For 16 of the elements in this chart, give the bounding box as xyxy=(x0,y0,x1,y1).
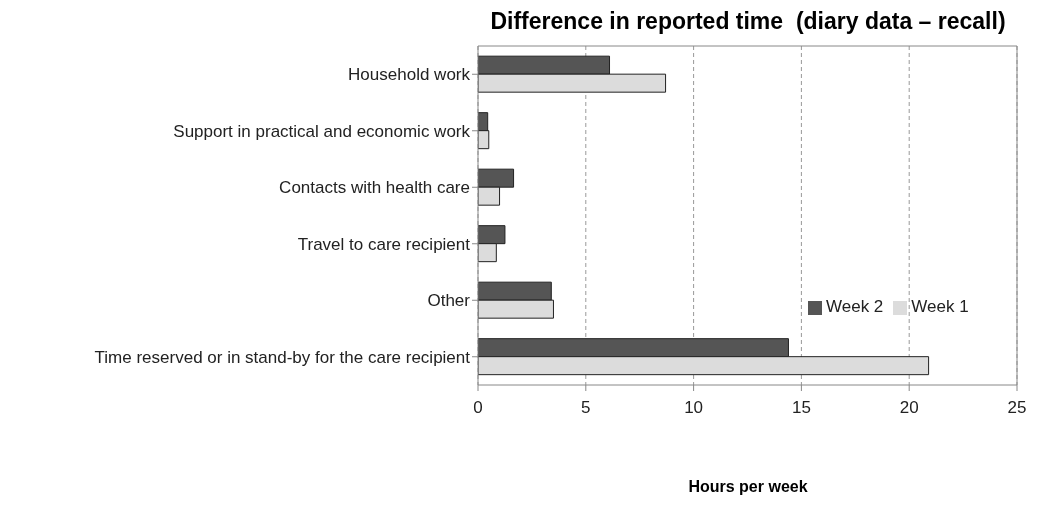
x-tick-label: 10 xyxy=(684,398,704,418)
y-tick-label: Time reserved or in stand-by for the care recipient xyxy=(94,347,471,367)
x-tick-label: 0 xyxy=(473,398,483,418)
legend-label: Week 1 xyxy=(911,297,969,316)
y-tick-label: Other xyxy=(427,291,471,311)
x-tick-label: 15 xyxy=(791,398,811,418)
y-tick-label: Household work xyxy=(348,65,471,85)
x-tick-label: 5 xyxy=(581,398,591,418)
x-tick-label: 25 xyxy=(1007,398,1027,418)
x-axis-title: Hours per week xyxy=(687,478,809,496)
y-tick-label: Travel to care recipient xyxy=(297,234,471,254)
x-tick-label: 20 xyxy=(899,398,919,418)
legend-label: Week 2 xyxy=(826,297,884,316)
chart-title: Difference in reported time (diary data – recall) xyxy=(489,8,1007,35)
y-tick-label: Contacts with health care xyxy=(279,178,470,198)
y-tick-label: Support in practical and economic work xyxy=(173,121,471,141)
